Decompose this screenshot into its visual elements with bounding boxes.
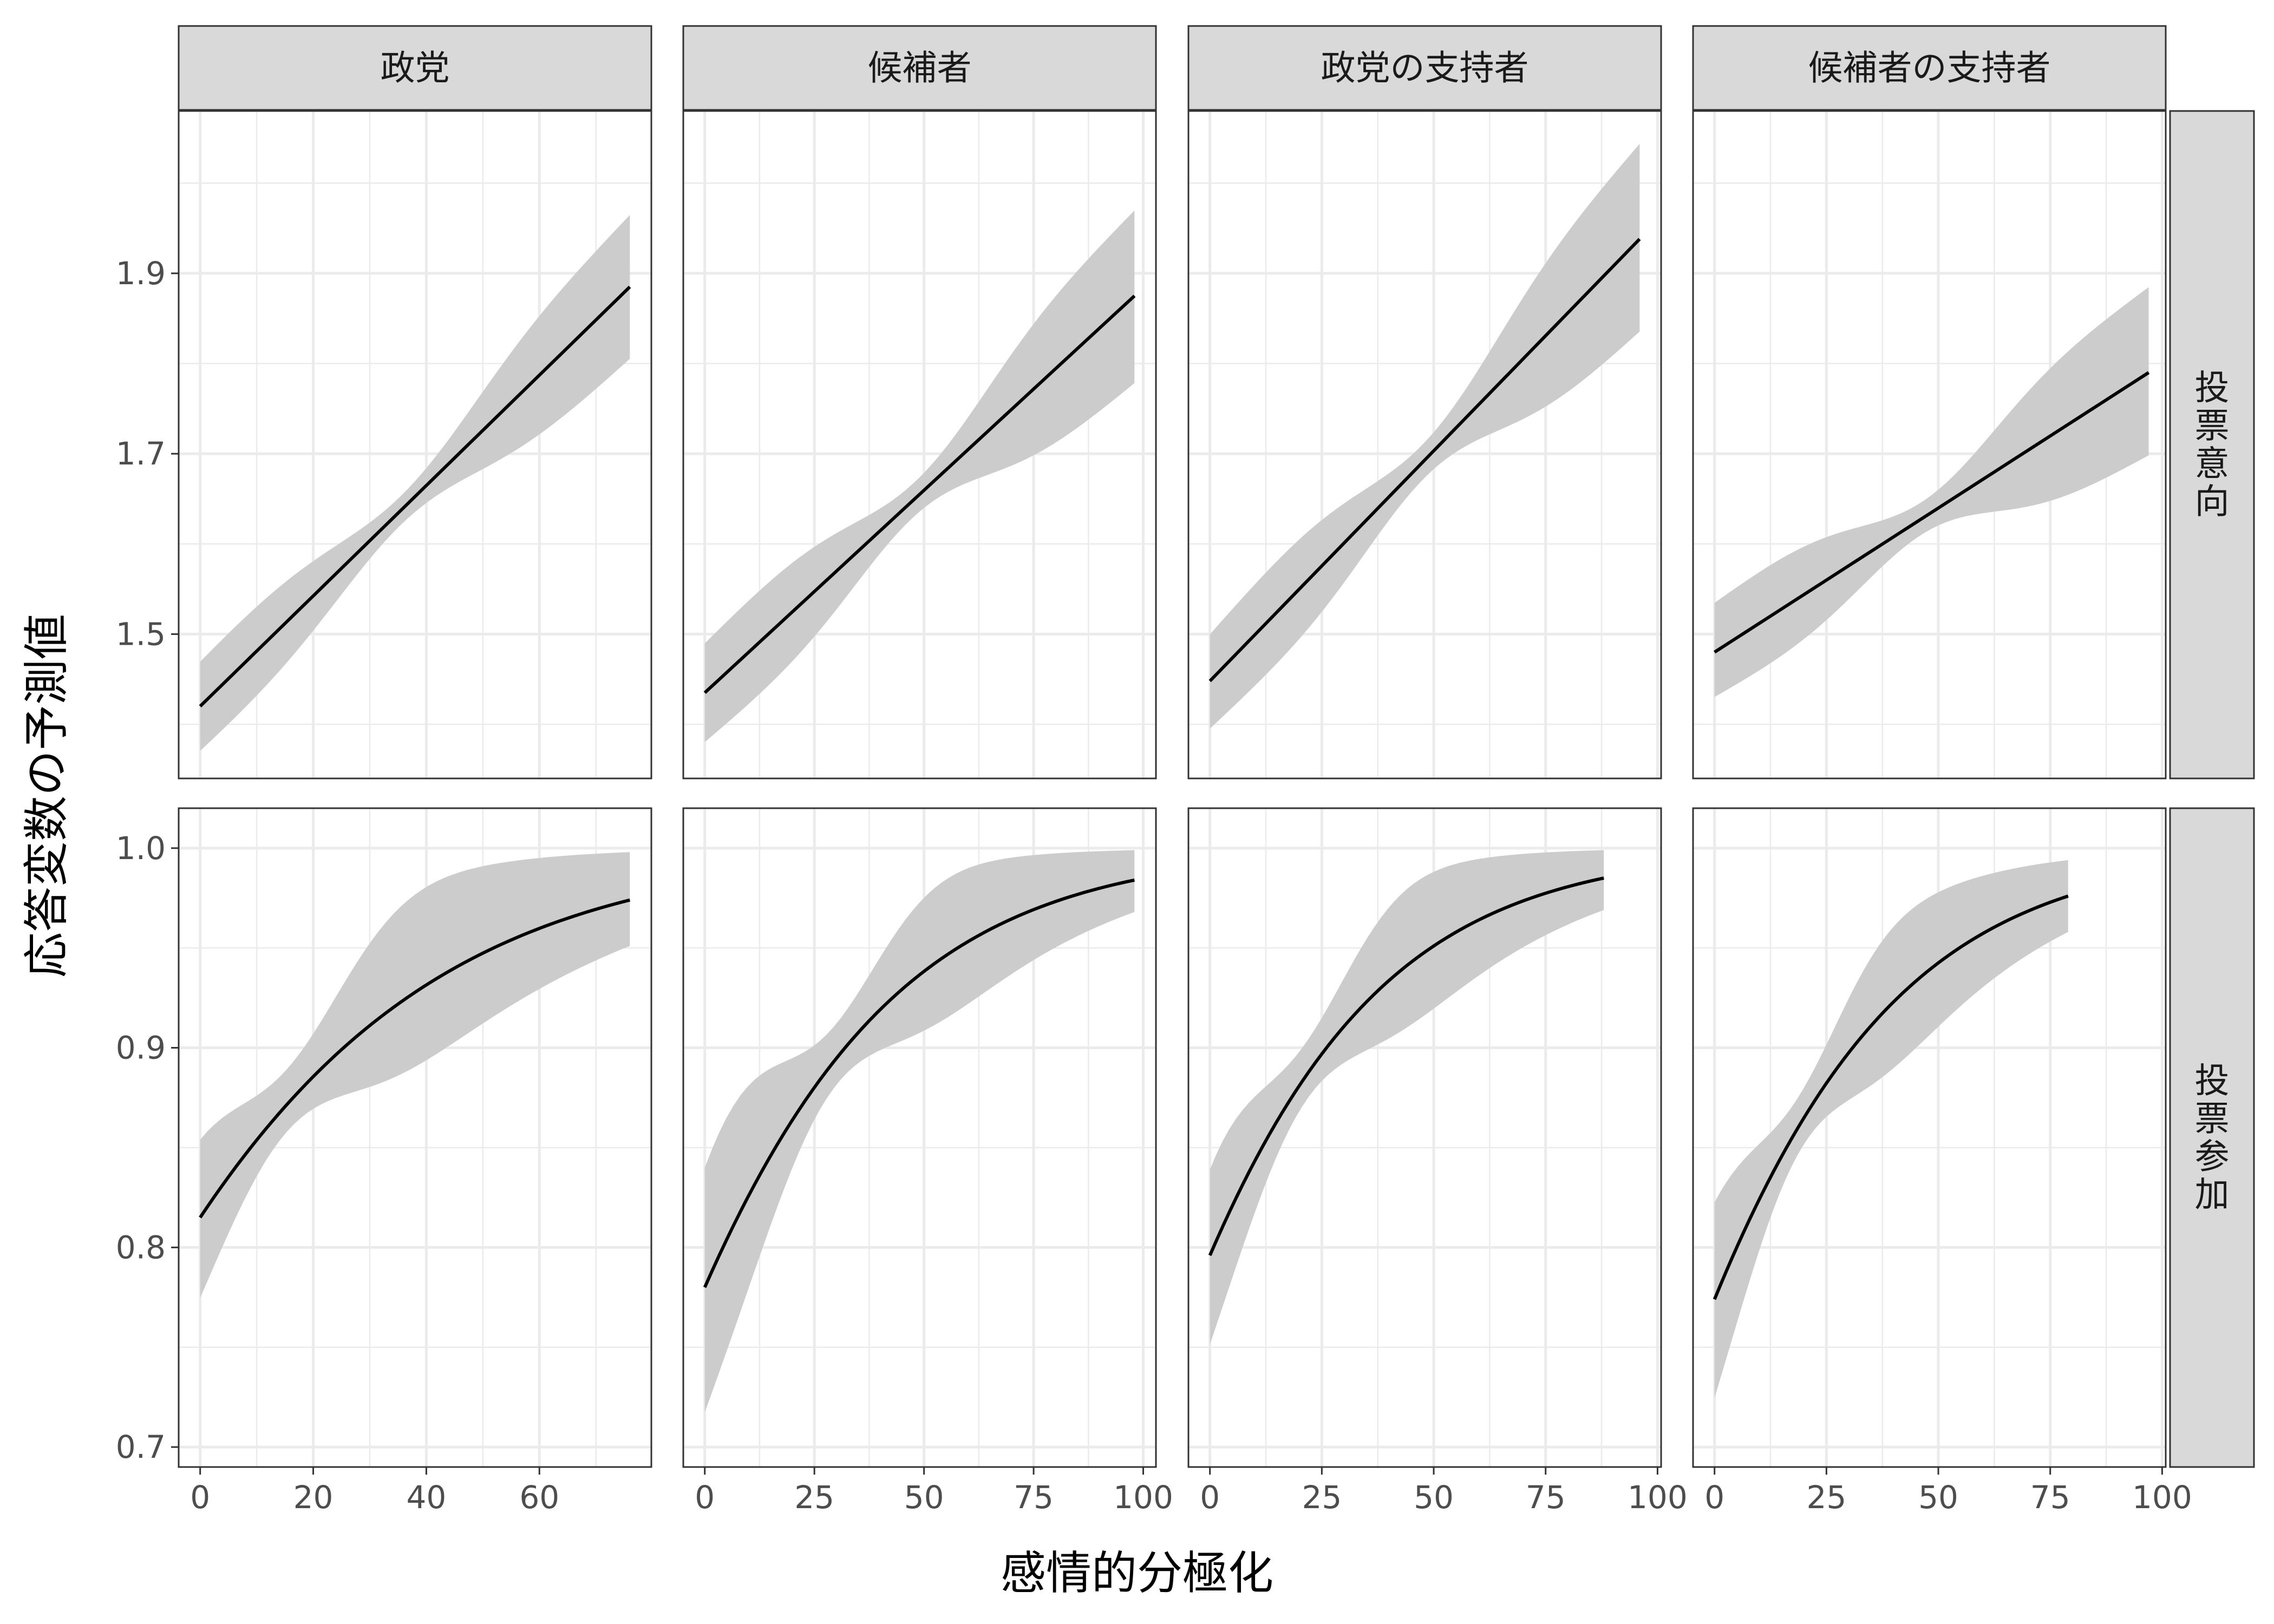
y-tick-label: 1.9 — [116, 255, 166, 292]
prediction-line — [703, 878, 1135, 1288]
x-tick-label: 60 — [519, 1479, 559, 1516]
panel-border — [682, 110, 1157, 780]
y-tick-label: 1.5 — [116, 615, 166, 652]
y-tick-label: 0.7 — [116, 1429, 166, 1465]
column-strip — [1692, 25, 2167, 111]
x-tick-label: 25 — [794, 1479, 834, 1516]
x-tick-label: 100 — [1628, 1479, 1688, 1516]
column-strip — [178, 25, 652, 111]
x-tick-label: 20 — [293, 1479, 334, 1516]
row-strip-label-char: 投 — [2195, 1062, 2230, 1102]
row-strip-label-char: 票 — [2195, 1099, 2230, 1140]
prediction-line — [1713, 894, 2069, 1300]
panel-border — [1187, 807, 1662, 1468]
y-tick-label: 1.0 — [116, 830, 166, 867]
column-strip-label: 政党の支持者 — [1321, 49, 1529, 89]
x-axis-title: 感情的分極化 — [1001, 1547, 1273, 1600]
row-strip-label-char: 票 — [2195, 407, 2230, 447]
x-tick-label: 75 — [1526, 1479, 1566, 1516]
panel-border — [682, 807, 1157, 1468]
confidence-band — [704, 210, 1135, 742]
prediction-line — [199, 898, 631, 1219]
confidence-band — [200, 852, 630, 1298]
column-strip-label: 政党 — [381, 49, 450, 89]
confidence-band — [1714, 287, 2149, 697]
prediction-line — [1714, 371, 2150, 654]
panel-border — [178, 807, 652, 1468]
row-strip — [2169, 110, 2255, 780]
confidence-band — [704, 850, 1135, 1413]
x-tick-label: 50 — [1918, 1479, 1958, 1516]
panel-border — [178, 110, 652, 780]
column-strip — [1187, 25, 1662, 111]
prediction-lines — [199, 238, 2150, 1300]
x-tick-label: 0 — [695, 1479, 715, 1516]
y-tick-label: 0.8 — [116, 1229, 166, 1266]
panel-border — [1692, 807, 2167, 1468]
row-strip-label-char: 意 — [2195, 444, 2230, 484]
confidence-band — [1210, 143, 1640, 729]
x-tick-label: 100 — [2132, 1479, 2192, 1516]
x-tick-label: 0 — [190, 1479, 210, 1516]
column-strip-label: 候補者の支持者 — [1808, 49, 2051, 89]
column-strip-label: 候補者 — [868, 49, 972, 89]
x-tick-label: 75 — [2030, 1479, 2070, 1516]
panel-border — [1187, 110, 1662, 780]
row-strip — [2169, 807, 2255, 1468]
confidence-band — [1714, 860, 2068, 1398]
row-strip-label-char: 向 — [2195, 482, 2230, 522]
prediction-line — [199, 285, 631, 708]
row-strip-label-char: 参 — [2195, 1137, 2230, 1177]
panel-borders — [178, 110, 2167, 1468]
prediction-line — [703, 294, 1136, 694]
axes: 1.5 1.7 1.9 0.7 0.8 0.9 1.0 0 20 40 60 0 25 50 75 100 0 2… — [116, 255, 2192, 1516]
y-tick-label: 1.7 — [116, 435, 166, 472]
x-tick-label: 25 — [1302, 1479, 1342, 1516]
y-axis-title: 応答変数の予測値 — [20, 614, 73, 978]
x-tick-label: 0 — [1200, 1479, 1220, 1516]
row-strip-label-char: 投 — [2195, 369, 2230, 409]
x-tick-label: 50 — [904, 1479, 944, 1516]
column-strip — [682, 25, 1157, 111]
row-strip-label-char: 加 — [2195, 1175, 2230, 1215]
confidence-band — [200, 215, 630, 751]
x-tick-label: 0 — [1704, 1479, 1724, 1516]
x-tick-label: 75 — [1014, 1479, 1054, 1516]
panel-border — [1692, 110, 2167, 780]
x-tick-label: 40 — [406, 1479, 446, 1516]
prediction-line — [1208, 238, 1641, 683]
confidence-band — [1210, 850, 1604, 1345]
y-tick-label: 0.9 — [116, 1030, 166, 1066]
confidence-bands — [200, 143, 2149, 1413]
x-tick-label: 25 — [1806, 1479, 1846, 1516]
x-tick-label: 50 — [1414, 1479, 1454, 1516]
x-tick-label: 100 — [1113, 1479, 1173, 1516]
prediction-line — [1208, 876, 1604, 1256]
